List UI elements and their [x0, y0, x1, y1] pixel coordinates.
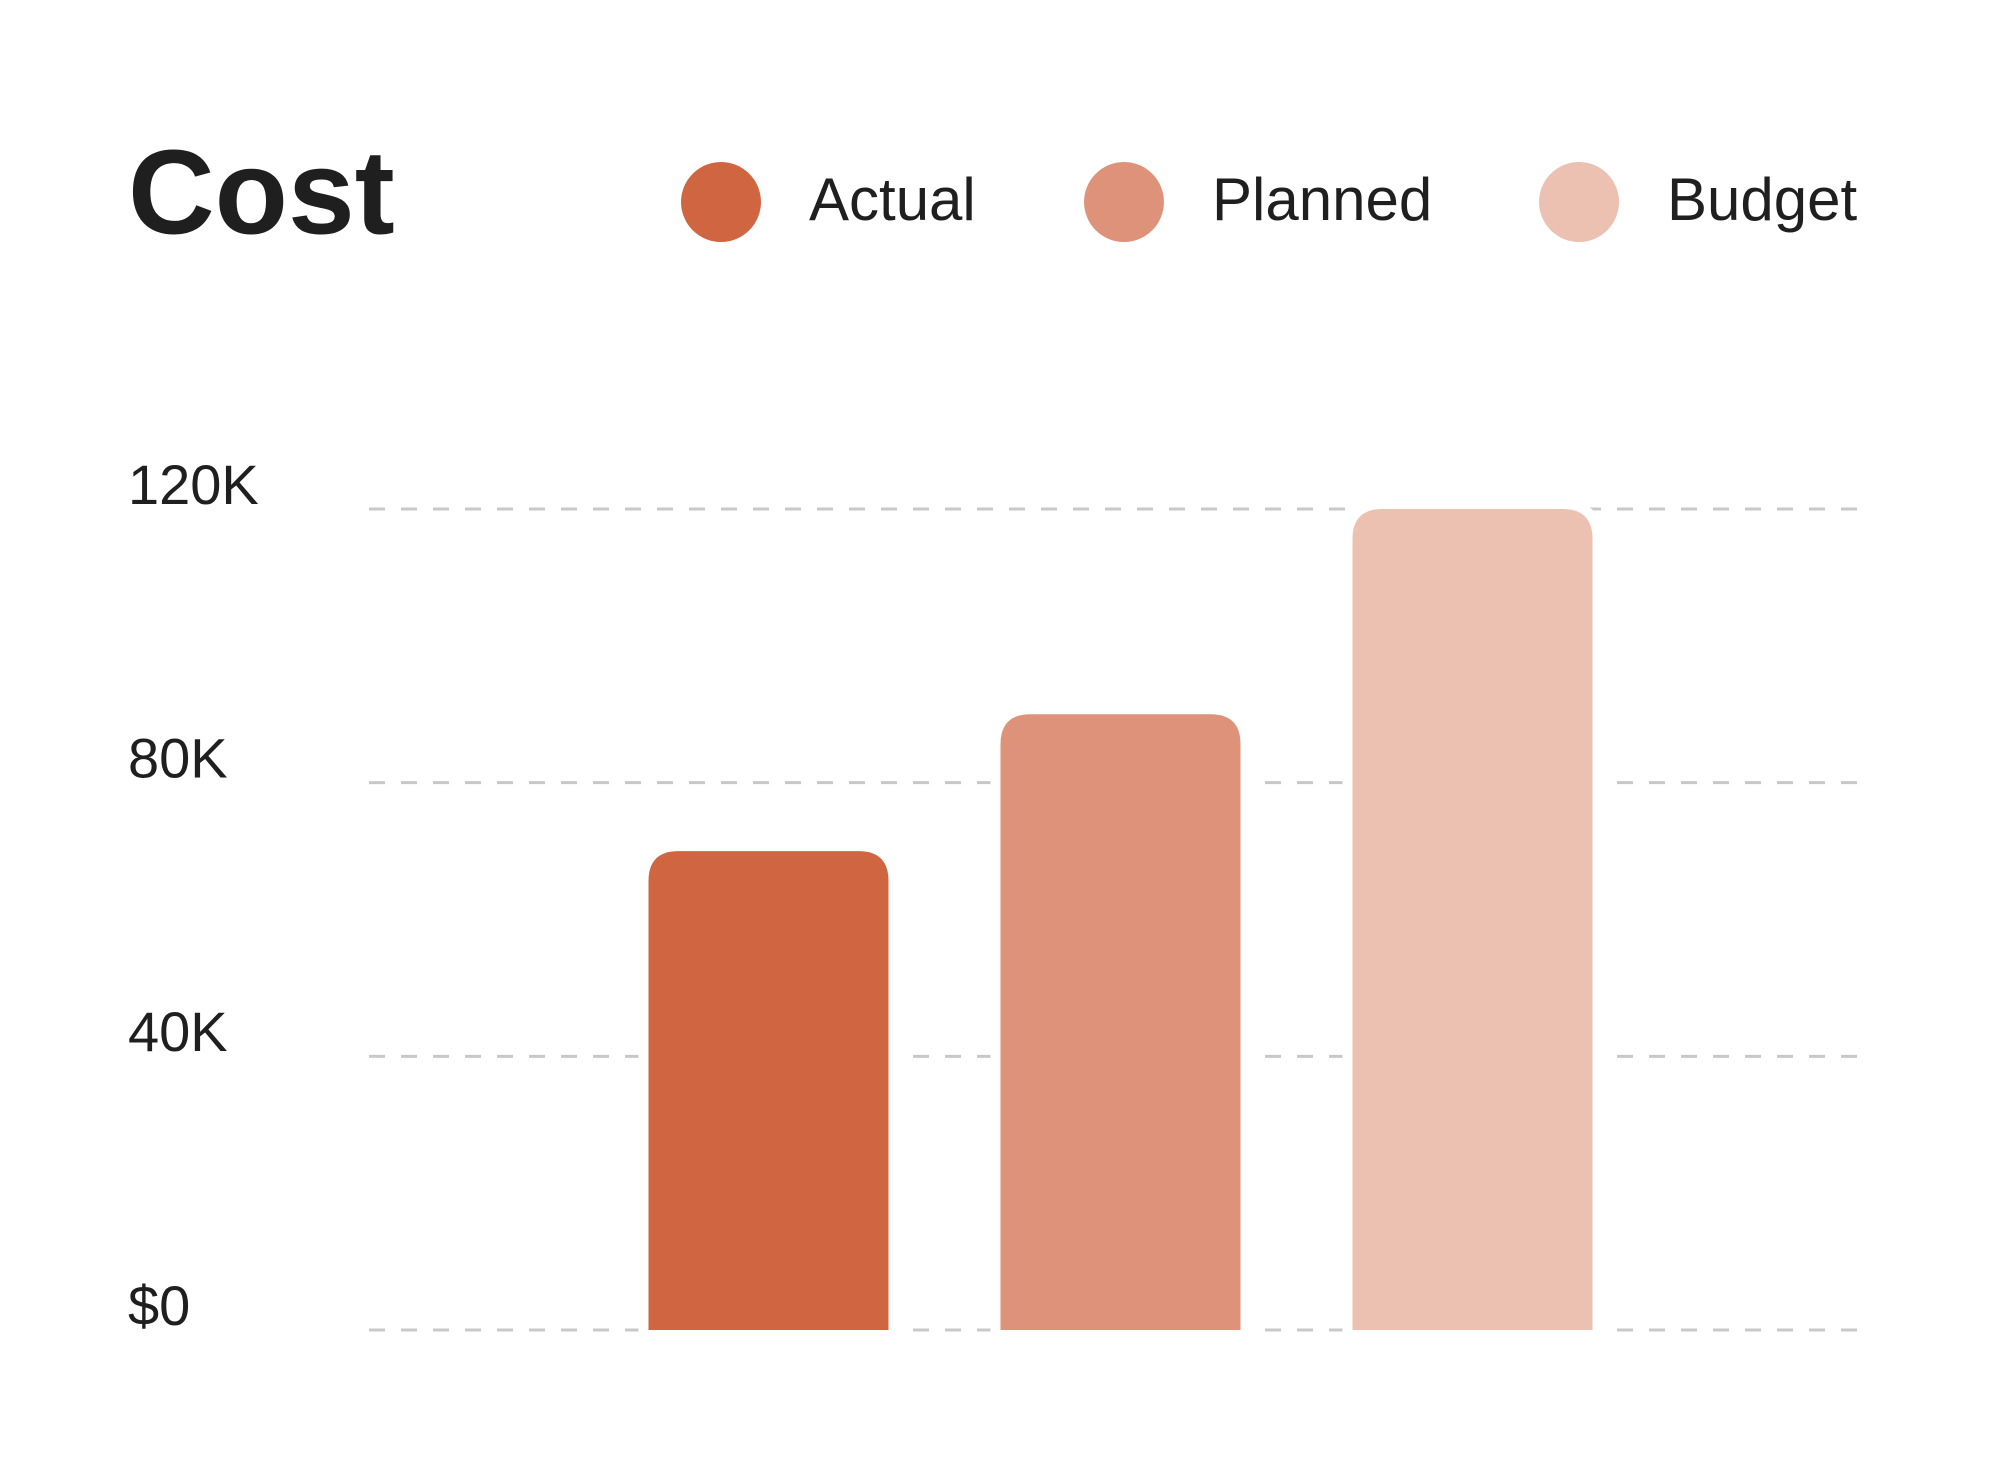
- legend-label: Planned: [1212, 166, 1432, 233]
- legend-swatch: [681, 162, 761, 242]
- legend-swatch: [1539, 162, 1619, 242]
- bar: [638, 841, 899, 1340]
- legend-label: Actual: [809, 166, 976, 233]
- y-tick-label: $0: [128, 1274, 190, 1337]
- bar: [1342, 499, 1603, 1340]
- legend-swatch: [1084, 162, 1164, 242]
- bar: [990, 704, 1251, 1340]
- y-tick-label: 40K: [128, 1000, 228, 1063]
- chart-title: Cost: [128, 126, 395, 260]
- y-tick-label: 120K: [128, 453, 259, 516]
- y-tick-label: 80K: [128, 726, 228, 789]
- legend-label: Budget: [1667, 166, 1857, 233]
